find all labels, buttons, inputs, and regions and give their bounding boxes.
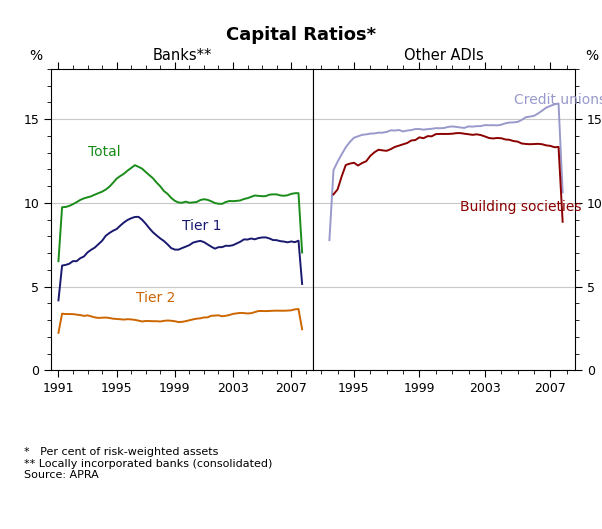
- Text: %: %: [585, 49, 598, 63]
- Text: Tier 2: Tier 2: [135, 291, 175, 305]
- Text: *   Per cent of risk-weighted assets
** Locally incorporated banks (consolidated: * Per cent of risk-weighted assets ** Lo…: [24, 447, 273, 480]
- Text: Credit unions: Credit unions: [514, 93, 602, 107]
- Text: Total: Total: [87, 145, 120, 159]
- Text: Tier 1: Tier 1: [182, 218, 222, 233]
- Text: Capital Ratios*: Capital Ratios*: [226, 26, 376, 44]
- Text: %: %: [29, 49, 42, 63]
- Text: Other ADIs: Other ADIs: [404, 48, 484, 63]
- Text: Banks**: Banks**: [152, 48, 212, 63]
- Text: Building societies: Building societies: [461, 200, 582, 214]
